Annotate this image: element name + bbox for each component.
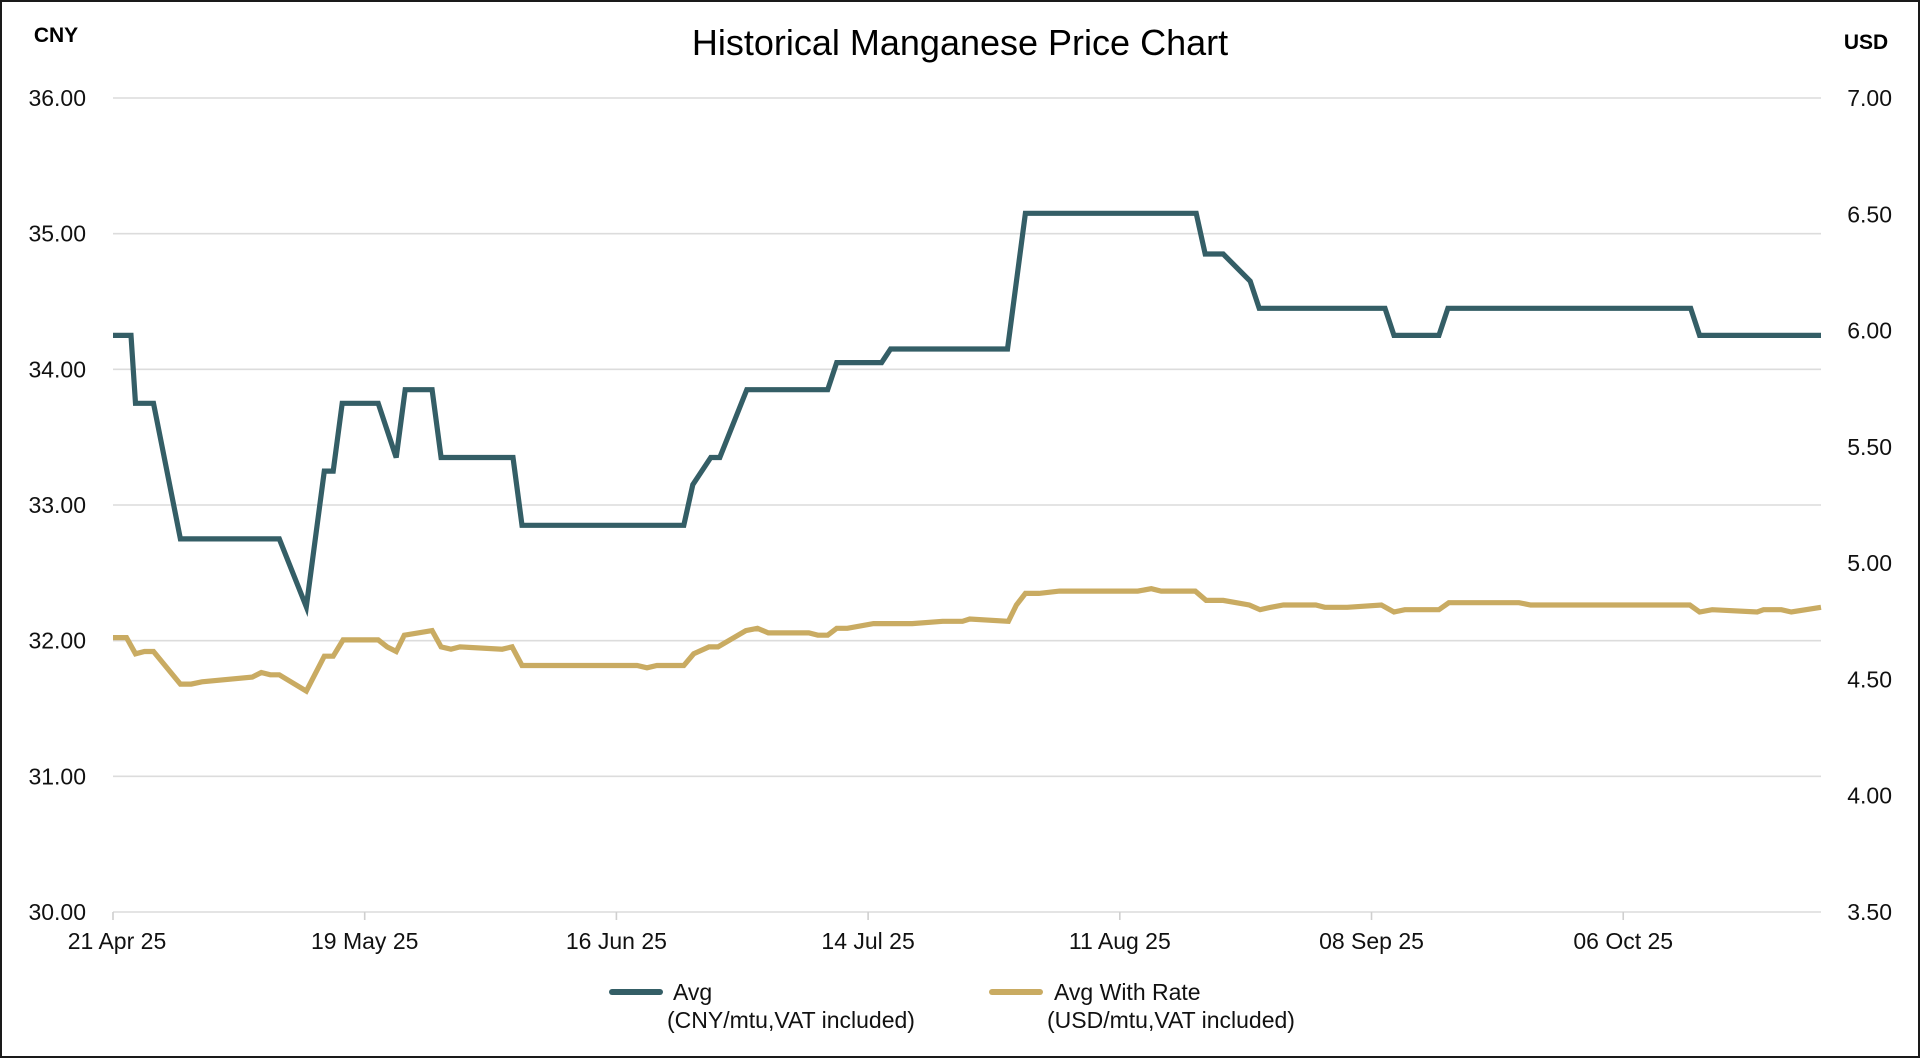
- right-tick-label: 6.50: [1847, 201, 1892, 227]
- left-tick-label: 35.00: [28, 221, 86, 247]
- x-tick-label: 21 Apr 25: [68, 928, 166, 954]
- legend-label-avg-with-rate: Avg With Rate: [1054, 979, 1201, 1005]
- legend-sublabel-avg: (CNY/mtu,VAT included): [667, 1007, 915, 1033]
- x-tick-label: 08 Sep 25: [1319, 928, 1424, 954]
- x-tick-label: 11 Aug 25: [1069, 928, 1171, 954]
- right-tick-label: 4.50: [1847, 666, 1892, 692]
- gridlines: [113, 97, 1821, 913]
- right-tick-label: 4.00: [1847, 783, 1892, 809]
- right-tick-label: 6.00: [1847, 318, 1892, 344]
- legend-label-avg: Avg: [673, 979, 712, 1005]
- left-tick-label: 30.00: [28, 899, 86, 925]
- right-tick-label: 7.00: [1847, 85, 1892, 111]
- right-tick-label: 5.00: [1847, 550, 1892, 576]
- right-axis-unit: USD: [1844, 31, 1888, 54]
- left-tick-label: 31.00: [28, 763, 86, 789]
- series-lines: [113, 210, 1822, 695]
- x-axis: 21 Apr 25 19 May 25 16 Jun 25 14 Jul 25 11 A…: [68, 912, 1673, 954]
- series-line-avg-with-rate: [113, 586, 1822, 695]
- x-tick-label: 16 Jun 25: [566, 928, 667, 954]
- x-tick-label: 19 May 25: [311, 928, 418, 954]
- left-tick-label: 36.00: [28, 85, 86, 111]
- legend-item-avg-with-rate[interactable]: Avg With Rate (USD/mtu,VAT included): [989, 979, 1295, 1033]
- legend-item-avg[interactable]: Avg (CNY/mtu,VAT included): [609, 979, 915, 1033]
- series-line-avg: [113, 210, 1821, 618]
- left-tick-label: 32.00: [28, 628, 86, 654]
- legend-sublabel-avg-with-rate: (USD/mtu,VAT included): [1047, 1007, 1295, 1033]
- legend: Avg (CNY/mtu,VAT included) Avg With Rate…: [609, 979, 1295, 1033]
- left-y-axis: 36.00 35.00 34.00 33.00 32.00 31.00 30.00: [28, 85, 86, 925]
- x-tick-label: 06 Oct 25: [1573, 928, 1673, 954]
- right-y-axis: 7.00 6.50 6.00 5.50 5.00 4.50 4.00 3.50: [1847, 85, 1892, 925]
- left-axis-unit: CNY: [34, 24, 78, 47]
- left-tick-label: 34.00: [28, 356, 86, 382]
- right-tick-label: 3.50: [1847, 899, 1892, 925]
- right-tick-label: 5.50: [1847, 434, 1892, 460]
- x-tick-label: 14 Jul 25: [821, 928, 914, 954]
- left-tick-label: 33.00: [28, 492, 86, 518]
- chart-title: Historical Manganese Price Chart: [692, 22, 1228, 63]
